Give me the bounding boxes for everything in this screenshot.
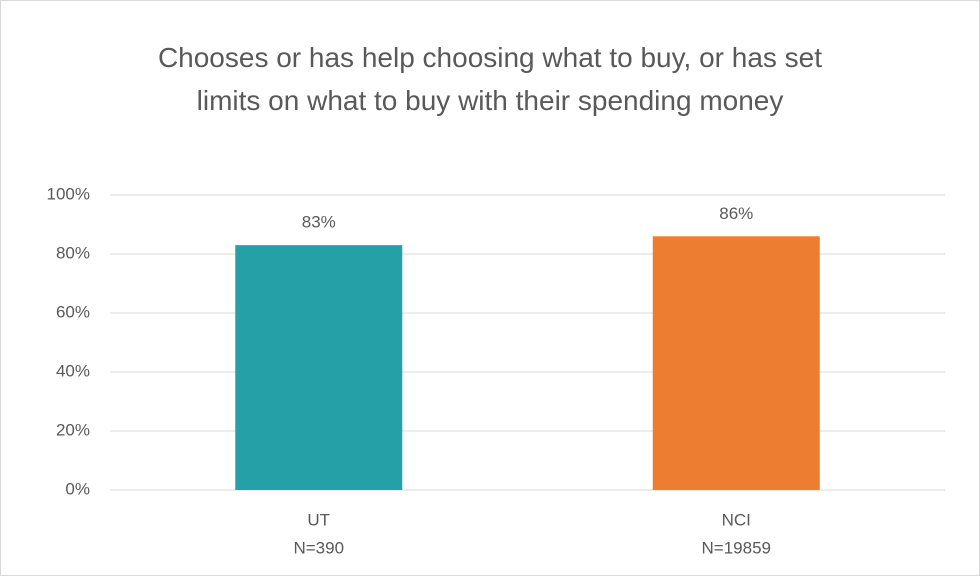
- data-label: 83%: [302, 213, 336, 232]
- x-tick-label: UT: [307, 510, 330, 529]
- y-tick-label: 100%: [47, 184, 90, 203]
- y-tick-label: 80%: [56, 243, 90, 262]
- bar: [652, 236, 820, 490]
- y-tick-label: 40%: [56, 361, 90, 380]
- bar: [235, 245, 403, 490]
- x-tick-label: N=390: [293, 538, 344, 557]
- y-tick-label: 0%: [65, 479, 90, 498]
- data-label: 86%: [719, 204, 753, 223]
- x-tick-label: NCI: [722, 510, 751, 529]
- y-tick-label: 60%: [56, 302, 90, 321]
- y-tick-label: 20%: [56, 420, 90, 439]
- x-tick-label: N=19859: [702, 538, 771, 557]
- chart-title: Chooses or has help choosing what to buy…: [157, 42, 823, 116]
